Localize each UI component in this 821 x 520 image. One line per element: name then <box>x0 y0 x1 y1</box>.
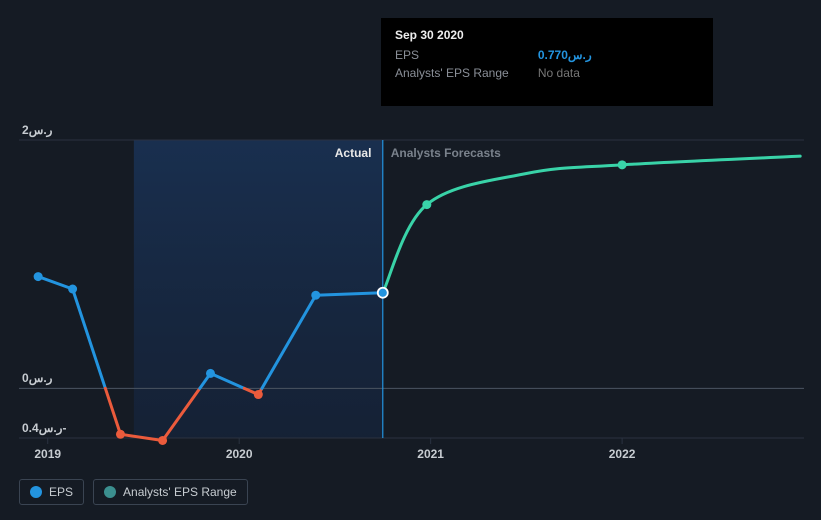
eps-marker <box>68 285 77 294</box>
x-axis-label: 2021 <box>417 447 444 461</box>
eps-marker <box>34 272 43 281</box>
legend-item[interactable]: Analysts' EPS Range <box>93 479 248 505</box>
eps-marker <box>206 369 215 378</box>
tooltip-row: EPSر.س0.770 <box>395 46 699 64</box>
legend-item[interactable]: EPS <box>19 479 84 505</box>
chart-legend: EPS Analysts' EPS Range <box>19 479 248 505</box>
tooltip-row: Analysts' EPS RangeNo data <box>395 64 699 82</box>
tooltip-table: EPSر.س0.770Analysts' EPS RangeNo data <box>395 46 699 82</box>
y-axis-label: ر.س2 <box>22 123 52 137</box>
tooltip-key: EPS <box>395 46 538 64</box>
legend-label: EPS <box>49 485 73 499</box>
x-axis-label: 2019 <box>34 447 61 461</box>
y-axis-label: ر.س0 <box>22 371 52 385</box>
eps-marker <box>254 390 263 399</box>
x-axis-label: 2020 <box>226 447 253 461</box>
eps-marker <box>311 291 320 300</box>
forecast-marker <box>618 160 627 169</box>
legend-swatch <box>104 486 116 498</box>
forecast-line <box>383 156 800 293</box>
tooltip-value: ر.س0.770 <box>538 46 699 64</box>
tooltip-date: Sep 30 2020 <box>395 28 699 42</box>
eps-marker <box>158 436 167 445</box>
legend-label: Analysts' EPS Range <box>123 485 237 499</box>
y-axis-label: ر.س0.4- <box>22 421 66 435</box>
chart-tooltip: Sep 30 2020 EPSر.س0.770Analysts' EPS Ran… <box>381 18 713 106</box>
tooltip-value: No data <box>538 64 699 82</box>
actual-section-label: Actual <box>335 146 372 160</box>
forecast-section-label: Analysts Forecasts <box>391 146 501 160</box>
tooltip-key: Analysts' EPS Range <box>395 64 538 82</box>
forecast-marker <box>422 200 431 209</box>
legend-swatch <box>30 486 42 498</box>
cursor-marker <box>378 288 388 298</box>
x-axis-label: 2022 <box>609 447 636 461</box>
eps-marker <box>116 430 125 439</box>
